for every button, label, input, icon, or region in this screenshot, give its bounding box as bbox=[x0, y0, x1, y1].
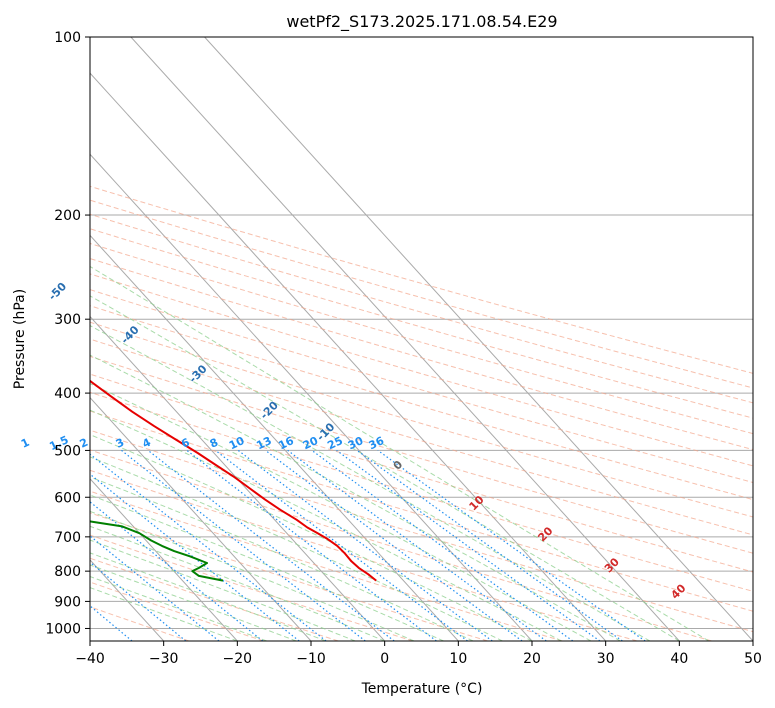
isotherm-line bbox=[90, 396, 312, 641]
dry-adiabat bbox=[90, 273, 753, 467]
dry-adiabat-label: 30 bbox=[602, 555, 622, 575]
dry-adiabat-label: 20 bbox=[535, 524, 555, 544]
mixing-ratio-line bbox=[311, 449, 574, 641]
isotherm-line bbox=[90, 72, 607, 641]
y-tick-label: 600 bbox=[54, 490, 81, 506]
moist-adiabat-label: -50 bbox=[46, 280, 69, 303]
moist-adiabat bbox=[90, 494, 444, 641]
x-tick-label: 40 bbox=[670, 651, 688, 667]
moist-adiabat bbox=[90, 265, 710, 641]
dry-adiabat-label: 40 bbox=[668, 581, 688, 601]
moist-adiabat bbox=[90, 552, 326, 641]
mixing-ratio-line bbox=[90, 473, 300, 641]
x-tick-label: 10 bbox=[449, 651, 467, 667]
dry-adiabat bbox=[90, 228, 753, 419]
moist-adiabat bbox=[90, 434, 533, 641]
y-tick-label: 200 bbox=[54, 208, 81, 224]
dry-adiabat bbox=[90, 185, 753, 374]
mixing-ratio-line bbox=[356, 449, 623, 641]
dry-adiabat bbox=[90, 305, 753, 501]
x-tick-label: 0 bbox=[380, 651, 389, 667]
x-tick-label: 50 bbox=[744, 651, 762, 667]
dry-adiabat bbox=[90, 242, 753, 435]
dry-adiabat bbox=[90, 213, 753, 404]
mixing-ratio-label: 20 bbox=[301, 434, 321, 452]
temperature-profile-line bbox=[90, 379, 377, 582]
moist-adiabat bbox=[90, 539, 356, 641]
dry-adiabat bbox=[90, 258, 753, 451]
isotherm-line bbox=[130, 37, 680, 641]
mixing-ratio-label: 3 bbox=[114, 436, 126, 451]
dry-adiabat bbox=[90, 449, 712, 641]
dewpoint-profile-line bbox=[90, 520, 224, 582]
dry-adiabat bbox=[90, 534, 414, 641]
mixing-ratio-label: 36 bbox=[367, 434, 387, 452]
x-axis-label: Temperature (°C) bbox=[361, 681, 483, 697]
y-tick-label: 800 bbox=[54, 564, 81, 580]
isotherm-line bbox=[90, 153, 533, 641]
plot-frame bbox=[89, 36, 754, 642]
x-tick-label: −30 bbox=[149, 651, 179, 667]
mixing-ratio-label: 25 bbox=[325, 434, 344, 452]
x-tick-label: −10 bbox=[296, 651, 326, 667]
x-tick-label: −40 bbox=[75, 651, 105, 667]
mixing-ratio-label: 30 bbox=[346, 434, 366, 452]
y-axis-label: Pressure (hPa) bbox=[12, 289, 28, 389]
mixing-ratio-label: 1 bbox=[19, 436, 31, 451]
moist-adiabat-label: -30 bbox=[186, 362, 209, 385]
moist-adiabat bbox=[90, 575, 267, 641]
moist-adiabat-label: -20 bbox=[258, 399, 281, 422]
dry-adiabat-label: 0 bbox=[391, 458, 406, 473]
y-tick-label: 700 bbox=[54, 530, 81, 546]
y-tick-label: 500 bbox=[54, 443, 81, 459]
y-tick-label: 900 bbox=[54, 594, 81, 610]
mixing-ratio-line bbox=[147, 449, 395, 641]
dry-adiabat bbox=[90, 338, 753, 536]
mixing-ratio-label: 10 bbox=[227, 434, 247, 452]
y-tick-label: 1000 bbox=[45, 621, 81, 637]
moist-adiabat bbox=[90, 525, 385, 641]
dry-adiabat bbox=[90, 490, 563, 641]
mixing-ratio-line bbox=[377, 449, 646, 641]
mixing-ratio-line bbox=[215, 449, 468, 641]
moist-adiabat bbox=[90, 295, 680, 641]
dry-adiabat bbox=[90, 581, 264, 641]
mixing-ratio-label: 13 bbox=[254, 434, 273, 452]
isotherm-line bbox=[90, 477, 238, 641]
moist-adiabat bbox=[90, 354, 621, 641]
x-tick-label: −20 bbox=[223, 651, 253, 667]
x-tick-label: 30 bbox=[597, 651, 615, 667]
mixing-ratio-label: 16 bbox=[277, 434, 297, 452]
isotherm-line bbox=[204, 37, 753, 641]
mixing-ratio-line bbox=[90, 561, 187, 641]
moist-adiabat bbox=[90, 325, 651, 641]
dry-adiabat bbox=[90, 199, 753, 389]
x-tick-label: 20 bbox=[523, 651, 541, 667]
moist-adiabat bbox=[90, 564, 297, 641]
dry-adiabat bbox=[90, 512, 488, 641]
isotherm-line bbox=[90, 315, 386, 641]
dry-adiabat bbox=[90, 410, 753, 612]
moist-adiabat bbox=[90, 476, 474, 641]
mixing-ratio-line bbox=[336, 449, 601, 641]
mixing-ratio-line bbox=[90, 535, 220, 641]
chart-title: wetPf2_S173.2025.171.08.54.E29 bbox=[286, 12, 557, 32]
mixing-ratio-line bbox=[90, 605, 133, 641]
y-tick-label: 300 bbox=[54, 312, 81, 328]
mixing-ratio-line bbox=[287, 449, 547, 641]
moist-adiabat-label: -40 bbox=[118, 323, 141, 346]
y-tick-label: 400 bbox=[54, 386, 81, 402]
dry-adiabat bbox=[90, 606, 189, 641]
moist-adiabat bbox=[90, 409, 562, 641]
y-tick-label: 100 bbox=[54, 30, 81, 46]
mixing-ratio-line bbox=[90, 501, 264, 641]
dry-adiabat bbox=[90, 469, 638, 641]
mixing-ratio-line bbox=[186, 449, 437, 641]
